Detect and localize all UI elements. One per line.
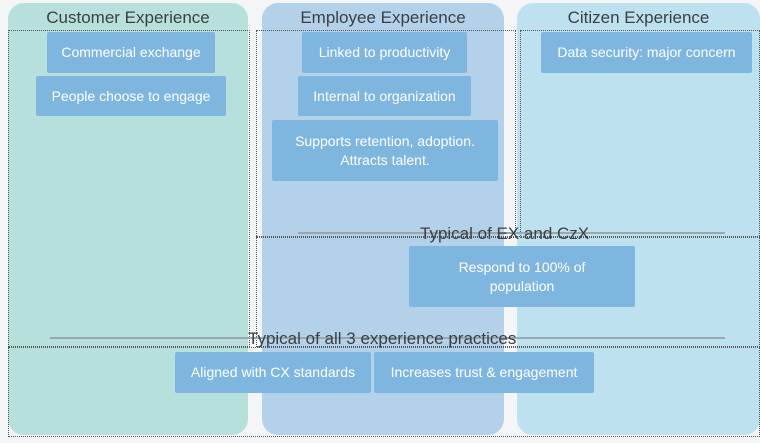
ex-czx-heading: Typical of EX and CzX	[420, 224, 590, 243]
customer-experience-column: Customer Experience	[8, 3, 248, 435]
all-item-aligned-cx: Aligned with CX standards	[175, 352, 371, 393]
employee-item-retention: Supports retention, adoption. Attracts t…	[272, 120, 498, 181]
customer-experience-title: Customer Experience	[46, 8, 210, 27]
all-three-heading: Typical of all 3 experience practices	[248, 329, 517, 348]
citizen-item-data-security: Data security: major concern	[541, 32, 752, 73]
customer-item-choose-to-engage: People choose to engage	[36, 76, 226, 116]
ex-czx-divider	[298, 232, 725, 234]
employee-item-productivity: Linked to productivity	[302, 32, 467, 73]
employee-experience-title: Employee Experience	[300, 8, 466, 27]
citizen-experience-title: Citizen Experience	[567, 8, 710, 27]
all-item-trust-engagement: Increases trust & engagement	[374, 352, 594, 393]
ex-czx-item-respond-population: Respond to 100% of population	[409, 246, 635, 307]
employee-item-internal: Internal to organization	[298, 76, 471, 116]
customer-item-commercial-exchange: Commercial exchange	[47, 32, 215, 73]
all-three-divider	[50, 337, 725, 339]
